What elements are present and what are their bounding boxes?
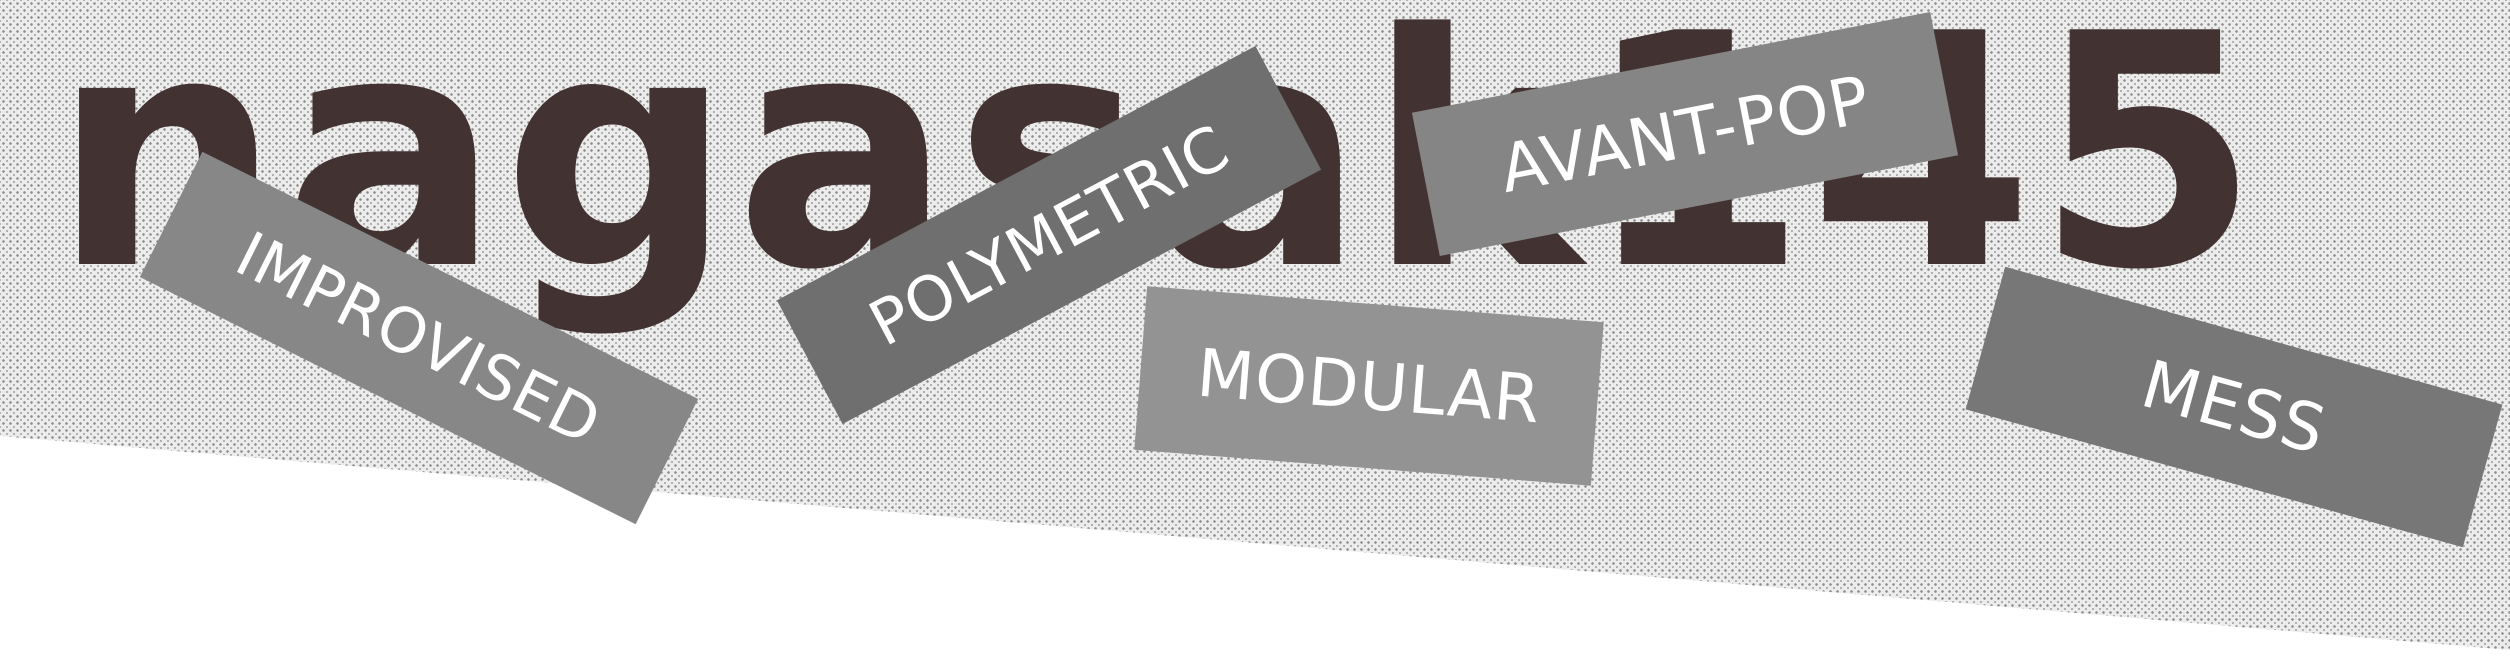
banner: nagasak145 IMPROVISED POLYMETRIC AVANT-P… <box>0 0 2510 650</box>
